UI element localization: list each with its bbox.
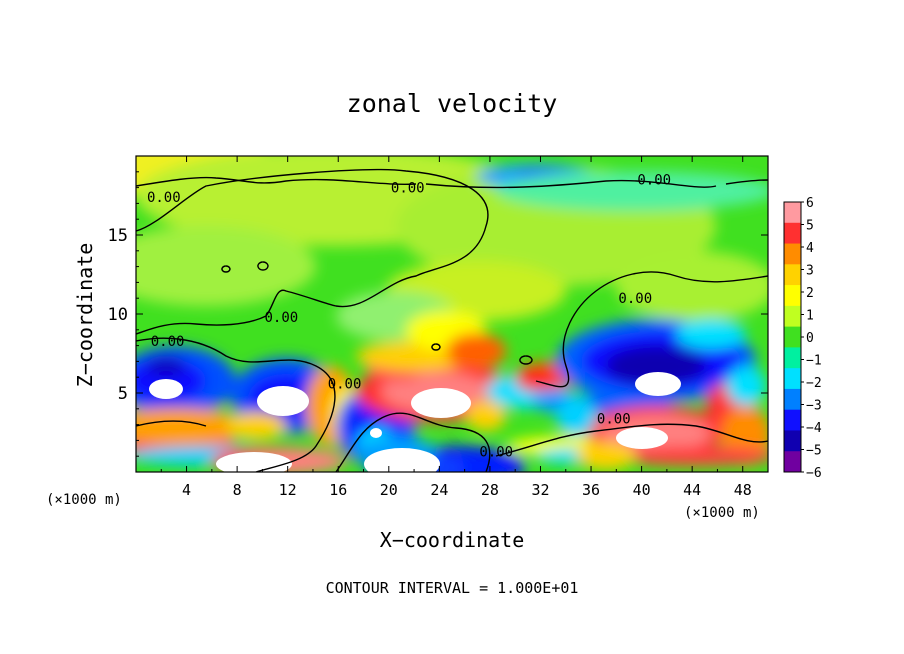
y-axis-label: Z−coordinate [73,243,97,388]
colorbar-segment [784,222,801,245]
contour-lines [136,168,768,472]
colorbar-tick-label: −6 [806,466,822,481]
x-tick-label: 36 [582,481,600,499]
x-axis-ticks: 4 8 12 16 20 24 28 32 36 40 44 48 [160,156,752,499]
colorbar-segment [784,326,801,348]
colorbar-tick-label: 1 [806,309,814,324]
colorbar-segment [784,285,801,307]
colorbar-tick-label: −4 [806,421,822,436]
colorbar-segment [784,243,801,265]
colorbar-tick-label: −5 [806,444,822,459]
x-tick-label: 8 [233,481,242,499]
colorbar-segment [784,347,801,369]
contour-label: 0.00 [147,190,181,206]
colorbar-segment [784,305,801,328]
chart-title: zonal velocity [347,89,558,118]
contour-label: 0.00 [151,334,185,350]
colorbar-segment [784,451,801,473]
colorbar-tick-label: −1 [806,354,822,369]
x-tick-label: 24 [430,481,448,499]
x-tick-label: 28 [481,481,499,499]
x-tick-label: 32 [531,481,549,499]
x-tick-label: 20 [380,481,398,499]
contour-label: 0.00 [391,181,425,197]
colorbar-tick-label: −3 [806,399,822,414]
contour-label: 0.00 [328,377,362,393]
colorbar-tick-label: 0 [806,331,814,346]
colorbar-tick-label: 4 [806,241,814,256]
velocity-field [136,156,768,472]
x-tick-label: 12 [279,481,297,499]
colorbar-tick-label: 3 [806,264,814,279]
contour-label: 0.00 [637,173,671,189]
x-unit-right: (×1000 m) [684,505,760,521]
x-tick-label: 4 [182,481,191,499]
colorbar-tick-label: 6 [806,196,814,211]
colorbar-segment [784,368,801,390]
colorbar-segment [784,430,801,452]
contour-label: 0.00 [597,411,631,427]
x-tick-label: 40 [633,481,651,499]
x-tick-label: 48 [734,481,752,499]
colorbar-tick-label: −2 [806,376,822,391]
y-tick-label: 15 [108,226,128,246]
contour-label: 0.00 [265,310,299,326]
colorbar: 6 5 4 3 2 1 0 −1 −2 −3 −4 −5 −6 [783,196,822,481]
colorbar-tick-label: 2 [806,286,814,301]
contour-label: 0.00 [479,444,513,460]
colorbar-segment [784,202,801,224]
contour-labels: 0.00 0.00 0.00 0.00 0.00 0.00 0.00 0.00 0.00 [147,173,671,461]
contour-interval-note: CONTOUR INTERVAL = 1.000E+01 [326,579,579,597]
x-tick-label: 44 [683,481,701,499]
y-tick-label: 5 [118,384,128,404]
x-tick-label: 16 [329,481,347,499]
colorbar-segment [784,388,801,411]
x-unit-left: (×1000 m) [46,492,122,508]
colorbar-segment [784,409,801,431]
colorbar-segment [784,264,801,286]
x-axis-label: X−coordinate [380,528,525,552]
y-axis-ticks: 5 10 15 [108,171,768,457]
y-tick-label: 10 [108,305,128,325]
contour-label: 0.00 [618,291,652,307]
colorbar-tick-label: 5 [806,219,814,234]
